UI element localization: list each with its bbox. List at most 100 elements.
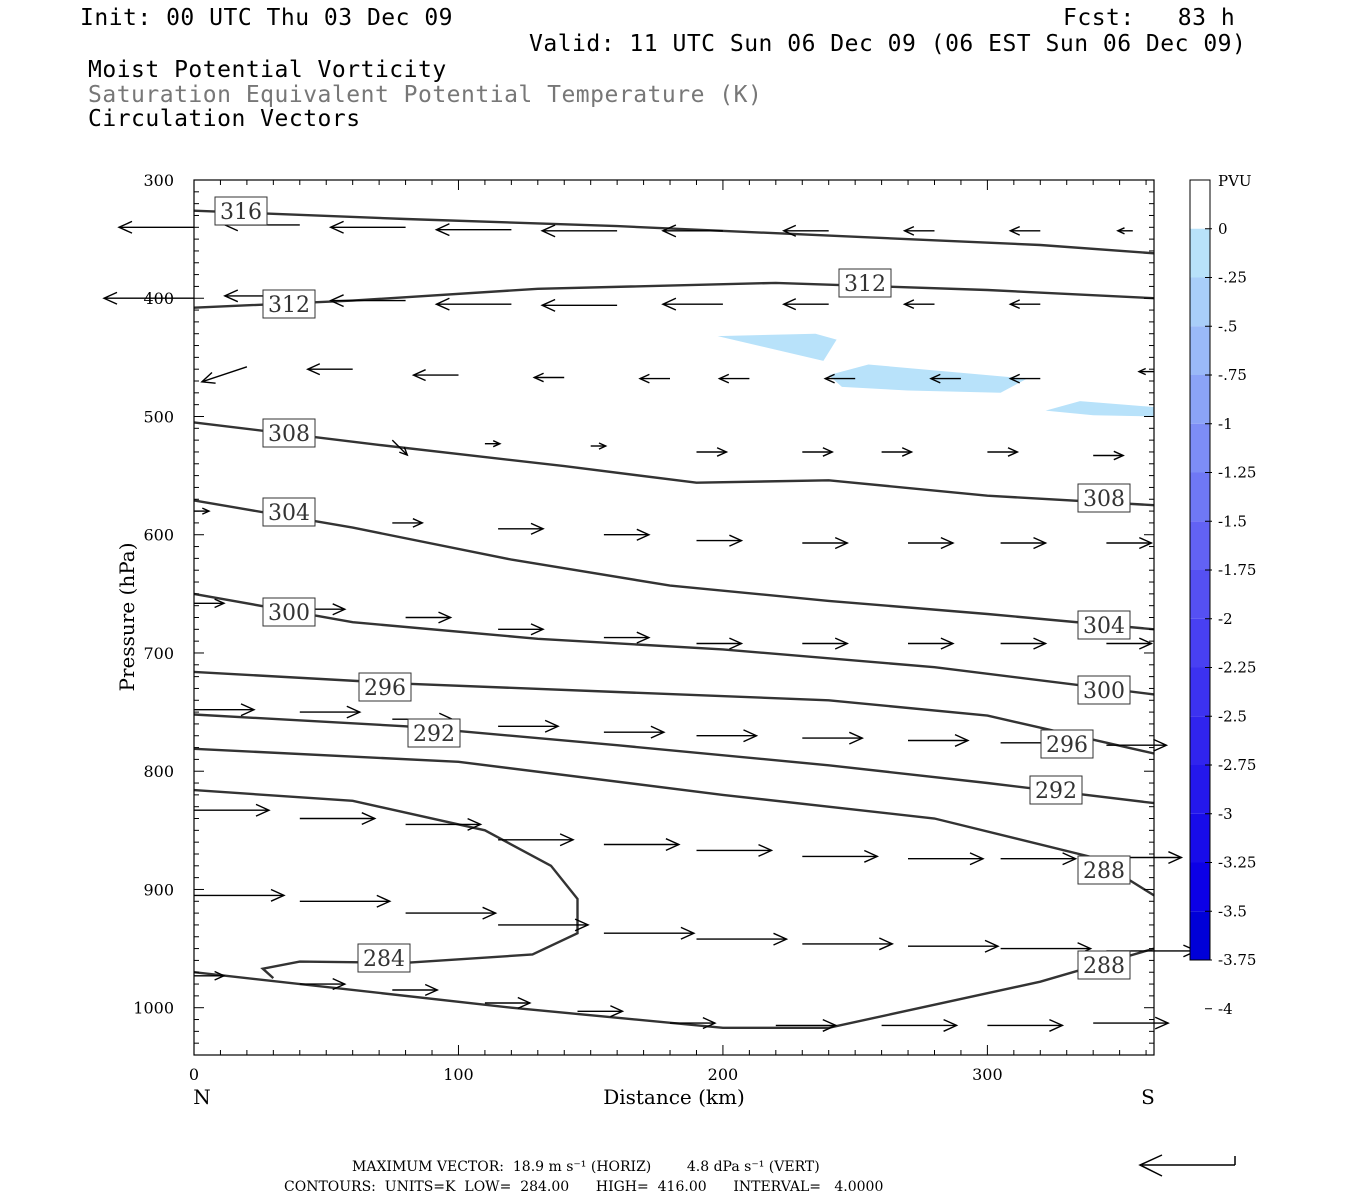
colorbar-swatch bbox=[1190, 862, 1210, 912]
vector-head bbox=[969, 852, 985, 866]
vector-head bbox=[879, 937, 895, 951]
vector-head bbox=[743, 729, 759, 743]
vector-head bbox=[822, 447, 834, 457]
vector-arrow bbox=[200, 366, 248, 384]
vector-arrow bbox=[405, 817, 483, 831]
field-title-vectors: Circulation Vectors bbox=[88, 106, 361, 132]
vector-head bbox=[822, 1018, 838, 1032]
vector-head bbox=[665, 838, 681, 852]
vector-arrow bbox=[908, 536, 955, 550]
vector-arrow bbox=[603, 631, 651, 644]
vector-arrow bbox=[823, 373, 856, 384]
vector-arrow bbox=[696, 447, 729, 457]
vector-head bbox=[864, 849, 880, 863]
colorbar-label: -1.5 bbox=[1218, 512, 1247, 530]
vector-arrow bbox=[1000, 637, 1048, 650]
vector-head bbox=[305, 363, 321, 376]
contour-label-text: 300 bbox=[268, 601, 310, 626]
vector-head bbox=[332, 603, 347, 616]
y-tick-labels: 300 400 500 600 700 800 900 1000 bbox=[133, 171, 174, 1018]
y-tick-label: 600 bbox=[143, 526, 174, 545]
vector-head bbox=[434, 223, 450, 237]
vector-head bbox=[940, 637, 955, 650]
reference-vector-head bbox=[1138, 1154, 1163, 1177]
vector-arrow bbox=[392, 518, 425, 528]
contour-labels: 316 312 312 308 308 304 304 300 300 296 296 292 292 2… bbox=[214, 196, 1131, 980]
x-axis-label: Distance (km) bbox=[603, 1085, 745, 1109]
contour-label-text: 292 bbox=[1035, 779, 1077, 804]
vector-head bbox=[638, 373, 650, 384]
vector-arrow bbox=[392, 983, 440, 997]
footer-contours: CONTOURS: UNITS=K LOW= 284.00 HIGH= 416.… bbox=[284, 1179, 883, 1195]
vector-head bbox=[559, 833, 575, 847]
contour-label: 292 bbox=[407, 718, 461, 748]
isentrope-292-6 bbox=[193, 713, 1155, 805]
vector-head bbox=[680, 926, 696, 940]
vector-arrow bbox=[802, 637, 850, 650]
vector-head bbox=[902, 299, 915, 310]
vector-arrow bbox=[696, 637, 744, 650]
vector-head bbox=[434, 297, 450, 311]
x-tick-label: 300 bbox=[972, 1065, 1003, 1084]
init-time: Init: 00 UTC Thu 03 Dec 09 bbox=[80, 5, 454, 31]
footer-max-vector: MAXIMUM VECTOR: 18.9 m s⁻¹ (HORIZ) 4.8 d… bbox=[352, 1159, 820, 1175]
contour-label: 308 bbox=[1077, 483, 1131, 513]
vector-arrow bbox=[305, 363, 353, 376]
colorbar-label: -1.25 bbox=[1218, 464, 1256, 482]
mpv-region-4 bbox=[1093, 1019, 1154, 1029]
vector-head bbox=[1153, 738, 1169, 752]
vector-head bbox=[200, 371, 216, 384]
isentrope-308-2 bbox=[193, 421, 1155, 507]
contour-label-box bbox=[357, 943, 411, 973]
y-tick-label: 500 bbox=[143, 407, 174, 426]
vector-head bbox=[376, 894, 392, 908]
north-label: N bbox=[193, 1085, 211, 1109]
vector-head bbox=[328, 220, 344, 234]
vector-arrow bbox=[577, 1005, 625, 1018]
colorbar-swatch bbox=[1190, 765, 1210, 814]
colorbar-label: -.5 bbox=[1218, 317, 1237, 335]
y-tick-label: 800 bbox=[143, 762, 174, 781]
colorbar-label: -.75 bbox=[1218, 366, 1247, 384]
vector-arrow bbox=[328, 220, 406, 234]
mpv-region-1 bbox=[717, 333, 837, 361]
contour-label-box bbox=[838, 268, 892, 298]
vector-arrow bbox=[411, 369, 459, 382]
vector-head bbox=[544, 719, 560, 733]
y-axis-label: Pressure (hPa) bbox=[115, 543, 139, 692]
isentrope-304-3 bbox=[193, 499, 1155, 631]
y-tick-label: 700 bbox=[143, 644, 174, 663]
contour-label-box bbox=[1029, 775, 1083, 805]
vector-head bbox=[1008, 225, 1020, 236]
reference-vector bbox=[1138, 1154, 1236, 1177]
colorbar-label: -3.5 bbox=[1218, 902, 1247, 920]
vector-arrow bbox=[881, 447, 914, 457]
vector-head bbox=[255, 803, 271, 817]
vector-head bbox=[661, 224, 677, 238]
vector-head bbox=[1139, 536, 1154, 550]
vector-head bbox=[240, 703, 256, 717]
valid-time: Valid: 11 UTC Sun 06 Dec 09 (06 EST Sun … bbox=[529, 31, 1247, 57]
isentrope-284-9 bbox=[193, 788, 579, 979]
vector-arrow bbox=[908, 852, 985, 866]
vector-arrow bbox=[1000, 942, 1093, 956]
x-tick-label: 100 bbox=[443, 1065, 474, 1084]
contour-label: 300 bbox=[1077, 675, 1131, 705]
vector-arrow bbox=[987, 447, 1020, 457]
vector-head bbox=[1168, 851, 1184, 865]
vector-head bbox=[412, 518, 425, 528]
contour-label-text: 308 bbox=[1083, 487, 1125, 512]
vector-arrow bbox=[661, 297, 723, 311]
vector-arrow bbox=[1008, 225, 1041, 236]
contour-label: 284 bbox=[357, 943, 411, 973]
vector-arrow bbox=[696, 534, 744, 547]
vector-arrow bbox=[484, 440, 502, 448]
vector-head bbox=[1139, 637, 1154, 650]
colorbar-label: -1.75 bbox=[1218, 561, 1256, 579]
vector-arrow bbox=[902, 225, 935, 236]
vector-arrow bbox=[590, 442, 608, 450]
contour-label: 312 bbox=[262, 289, 316, 319]
colorbar-label: 0 bbox=[1218, 220, 1228, 238]
x-tick-label: 0 bbox=[189, 1065, 199, 1084]
contour-label-text: 296 bbox=[1046, 733, 1088, 758]
